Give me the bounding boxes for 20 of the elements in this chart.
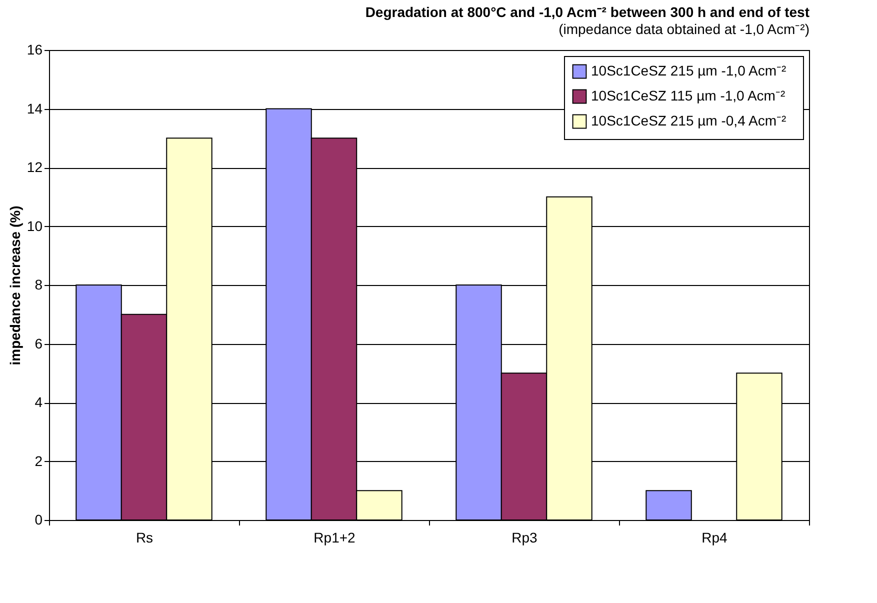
chart-title: Degradation at 800°C and -1,0 Acm⁻² between 300 h and end of test [365,4,810,20]
x-tick-label: Rp3 [512,530,538,546]
x-tick-label: Rp4 [702,530,728,546]
y-tick-label: 10 [26,218,43,234]
y-tick-label: 6 [34,335,43,352]
y-tick-label: 12 [26,159,43,175]
y-tick-label: 16 [26,42,43,58]
y-tick-label: 2 [34,452,43,469]
legend-label: 10Sc1CeSZ 215 µm -1,0 Acm⁻² [591,62,786,78]
y-tick-label: 14 [26,100,43,116]
x-tick-label: Rs [136,530,154,546]
y-tick-label: 0 [34,512,43,528]
y-tick-label: 4 [34,394,43,410]
legend-label: 10Sc1CeSZ 115 µm -1,0 Acm⁻² [591,88,786,104]
chart-subtitle: (impedance data obtained at -1,0 Acm⁻²) [558,21,810,37]
y-axis-title: impedance increase (%) [6,206,23,366]
legend-label: 10Sc1CeSZ 215 µm -0,4 Acm⁻² [591,112,786,128]
y-tick-label: 8 [34,276,43,292]
bar [646,490,692,520]
x-tick-label: Rp1+2 [314,530,356,546]
